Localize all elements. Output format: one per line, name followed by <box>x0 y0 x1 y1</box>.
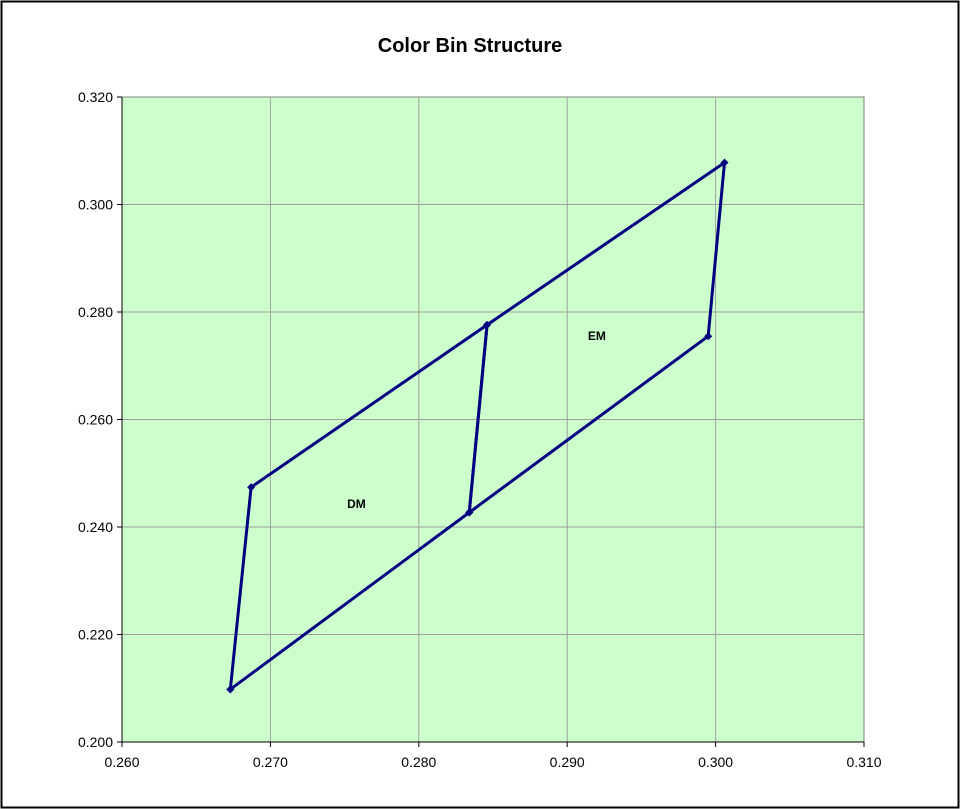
y-tick-label: 0.280 <box>78 304 113 320</box>
data-point-marker <box>247 483 256 492</box>
x-tick-label: 0.260 <box>104 754 139 770</box>
series-group <box>226 158 729 694</box>
y-tick-label: 0.220 <box>78 627 113 643</box>
annotations: DM EM <box>347 329 606 511</box>
region-label: EM <box>588 329 606 343</box>
region-label: DM <box>347 497 366 511</box>
x-tick-label: 0.300 <box>698 754 733 770</box>
data-point-marker <box>720 158 729 167</box>
chart-title: Color Bin Structure <box>378 35 562 57</box>
data-point-marker <box>465 508 474 517</box>
y-tick-label: 0.240 <box>78 519 113 535</box>
y-tick-label: 0.320 <box>78 89 113 105</box>
y-tick-label: 0.300 <box>78 197 113 213</box>
data-point-marker <box>483 320 492 329</box>
data-point-marker <box>704 332 713 341</box>
x-tick-label: 0.280 <box>401 754 436 770</box>
axes: 0.260 0.270 0.280 0.290 0.300 0.310 0.200 0.220… <box>78 89 882 770</box>
x-tick-label: 0.270 <box>253 754 288 770</box>
y-tick-label: 0.260 <box>78 412 113 428</box>
data-point-marker <box>226 685 235 694</box>
x-tick-label: 0.290 <box>550 754 585 770</box>
y-tick-label: 0.200 <box>78 734 113 750</box>
x-tick-label: 0.310 <box>846 754 881 770</box>
